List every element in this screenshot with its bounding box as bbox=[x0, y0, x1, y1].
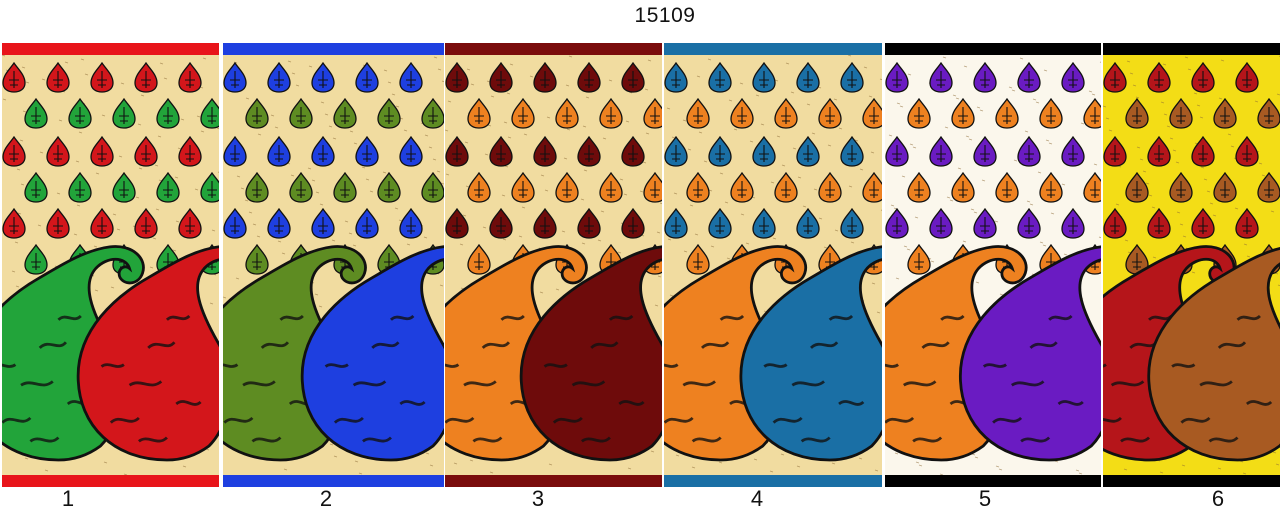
border-band-top bbox=[885, 43, 1101, 55]
colorway-number-6: 6 bbox=[1211, 486, 1225, 511]
colorway-number-1: 1 bbox=[61, 486, 75, 511]
border-band-top bbox=[2, 43, 219, 55]
border-band-top bbox=[664, 43, 882, 55]
paisley-pattern-art bbox=[2, 55, 219, 475]
paisley-pattern-art bbox=[223, 56, 444, 475]
paisley-pattern-art bbox=[445, 55, 662, 474]
pattern-field bbox=[1103, 55, 1280, 475]
colorway-panel-4 bbox=[664, 43, 882, 487]
border-band-top bbox=[223, 43, 444, 55]
border-band-bottom bbox=[2, 475, 219, 487]
large-paisley-right bbox=[519, 245, 662, 462]
colorway-panel-3 bbox=[445, 43, 662, 487]
border-band-bottom bbox=[885, 475, 1101, 487]
border-band-bottom bbox=[445, 475, 662, 487]
colorway-panel-5 bbox=[885, 43, 1101, 487]
pattern-field bbox=[223, 55, 444, 475]
colorway-number-3: 3 bbox=[531, 486, 545, 511]
border-band-bottom bbox=[223, 475, 444, 487]
colorway-panel-2 bbox=[223, 43, 444, 487]
colorway-number-5: 5 bbox=[978, 486, 992, 511]
design-number-title: 15109 bbox=[634, 4, 696, 27]
large-paisley-right bbox=[76, 245, 219, 462]
large-paisley-right bbox=[1147, 247, 1280, 462]
pattern-field bbox=[2, 55, 219, 475]
pattern-field bbox=[445, 55, 662, 475]
border-band-top bbox=[445, 43, 662, 55]
large-paisley-right bbox=[958, 245, 1101, 462]
large-paisley-right bbox=[739, 245, 882, 462]
border-band-bottom bbox=[664, 475, 882, 487]
colorway-number-2: 2 bbox=[319, 486, 333, 511]
border-band-top bbox=[1103, 43, 1280, 55]
paisley-pattern-art bbox=[885, 56, 1101, 475]
colorway-panel-1 bbox=[2, 43, 219, 487]
paisley-pattern-art bbox=[664, 55, 882, 473]
border-band-bottom bbox=[1103, 475, 1280, 487]
pattern-field bbox=[885, 55, 1101, 475]
colorway-panel-6 bbox=[1103, 43, 1280, 487]
pattern-field bbox=[664, 55, 882, 475]
large-paisley-right bbox=[300, 245, 444, 462]
colorway-number-4: 4 bbox=[750, 486, 764, 511]
paisley-pattern-art bbox=[1103, 55, 1280, 475]
